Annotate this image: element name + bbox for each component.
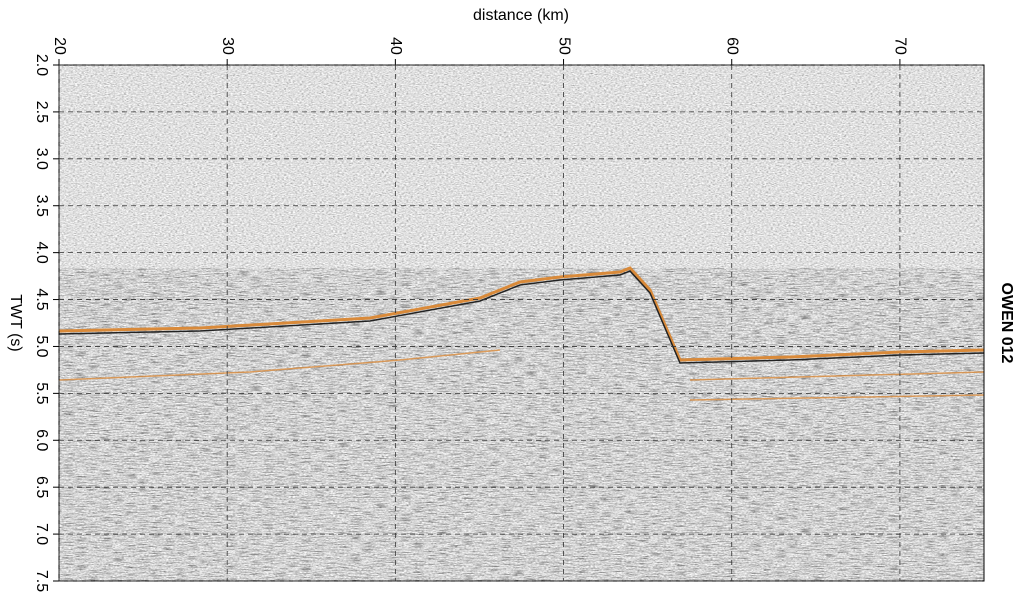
x-tick-label: 50 [555, 37, 572, 55]
y-tick-label: 7.0 [33, 523, 50, 545]
y-tick-label: 7.5 [33, 570, 50, 592]
x-tick-label: 70 [892, 37, 909, 55]
y-tick-label: 4.5 [33, 288, 50, 310]
x-tick-label: 40 [387, 37, 404, 55]
y-tick-label: 6.5 [33, 476, 50, 498]
x-tick-label: 60 [723, 37, 740, 55]
y-axis-label: TWT (s) [7, 294, 24, 351]
y-tick-label: 6.0 [33, 429, 50, 451]
x-tick-label: 20 [51, 37, 68, 55]
y-tick-label: 2.0 [33, 54, 50, 76]
x-tick-label: 30 [219, 37, 236, 55]
x-axis-label: distance (km) [473, 7, 569, 24]
chart-title: OWEN 012 [998, 283, 1015, 364]
y-tick-label: 3.0 [33, 148, 50, 170]
y-tick-label: 3.5 [33, 195, 50, 217]
y-tick-label: 5.0 [33, 335, 50, 357]
y-tick-label: 5.5 [33, 382, 50, 404]
y-tick-label: 2.5 [33, 101, 50, 123]
y-tick-label: 4.0 [33, 242, 50, 264]
seismic-image [59, 65, 984, 581]
